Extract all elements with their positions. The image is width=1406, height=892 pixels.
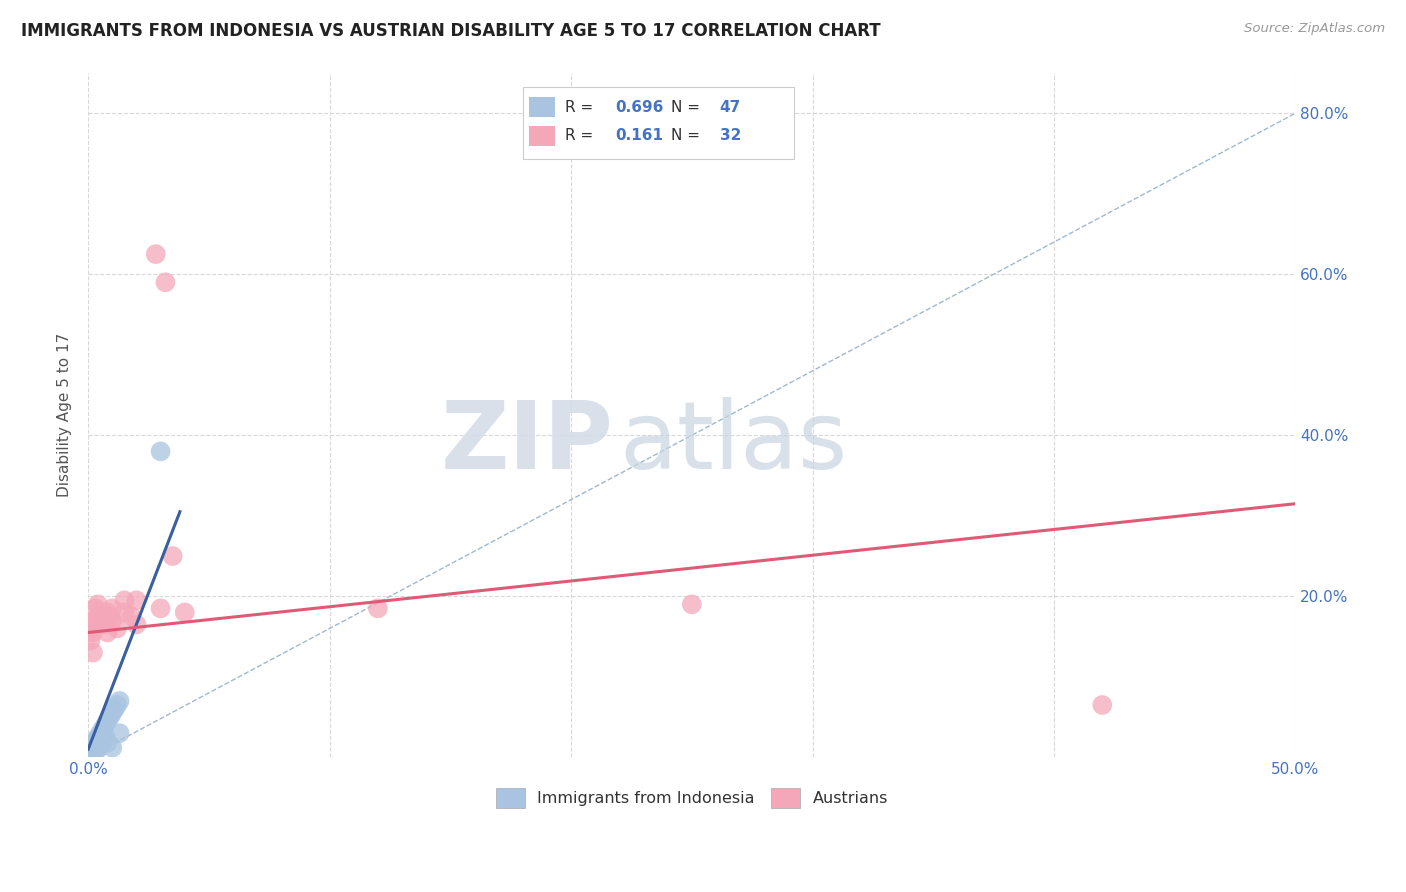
Point (89, 726, 111, 740)
Text: Source: ZipAtlas.com: Source: ZipAtlas.com (1244, 22, 1385, 36)
Point (101, 614, 124, 628)
Text: IMMIGRANTS FROM INDONESIA VS AUSTRIAN DISABILITY AGE 5 TO 17 CORRELATION CHART: IMMIGRANTS FROM INDONESIA VS AUSTRIAN DI… (21, 22, 880, 40)
Bar (529, 97, 555, 118)
Point (79, 622, 101, 636)
Point (84, 736, 107, 750)
Text: N =: N = (671, 128, 706, 144)
Point (98, 609, 121, 624)
Point (82, 646, 104, 660)
Point (84, 744, 107, 758)
Point (89, 617, 111, 632)
Point (84, 614, 107, 628)
Point (79, 747, 101, 762)
Point (121, 609, 143, 624)
Point (89, 738, 111, 752)
Text: R =: R = (565, 100, 598, 115)
Point (79, 747, 101, 761)
Point (91, 722, 114, 736)
Point (681, 598, 703, 612)
Point (105, 622, 128, 636)
Point (91, 730, 114, 744)
Point (367, 601, 389, 615)
Point (108, 726, 131, 740)
Point (108, 694, 131, 708)
Point (89, 734, 111, 748)
FancyBboxPatch shape (523, 87, 794, 159)
Text: 32: 32 (720, 128, 741, 144)
Point (79, 748, 101, 763)
Point (1091, 698, 1114, 712)
Point (84, 617, 107, 632)
Point (79, 747, 101, 762)
Point (104, 702, 127, 716)
Point (112, 593, 135, 607)
Point (82, 738, 104, 752)
Legend: Immigrants from Indonesia, Austrians: Immigrants from Indonesia, Austrians (489, 782, 894, 814)
Point (101, 706, 124, 720)
Point (101, 740, 124, 755)
Text: ZIP: ZIP (440, 397, 613, 489)
Text: 47: 47 (720, 100, 741, 115)
Point (101, 601, 124, 615)
Point (96, 736, 118, 750)
Point (84, 734, 107, 748)
Point (125, 593, 148, 607)
Point (145, 247, 167, 261)
Point (125, 617, 148, 632)
Point (105, 698, 128, 712)
Y-axis label: Disability Age 5 to 17: Disability Age 5 to 17 (58, 333, 72, 497)
Point (91, 609, 114, 624)
Point (87, 609, 110, 624)
Point (80, 746, 103, 760)
Point (96, 606, 118, 620)
Point (162, 549, 184, 563)
Bar (529, 126, 555, 146)
Point (173, 606, 195, 620)
Point (87, 738, 110, 752)
Text: N =: N = (671, 100, 706, 115)
Point (94, 718, 117, 732)
Point (149, 601, 172, 615)
Point (155, 275, 177, 289)
Point (77, 748, 100, 763)
Point (112, 606, 135, 620)
Point (96, 714, 118, 728)
Point (79, 746, 101, 760)
Point (89, 606, 111, 620)
Point (98, 710, 121, 724)
Text: 0.696: 0.696 (616, 100, 664, 115)
Point (87, 742, 110, 756)
Point (79, 747, 101, 761)
Point (82, 747, 104, 762)
Point (77, 747, 100, 762)
Text: R =: R = (565, 128, 598, 144)
Point (84, 601, 107, 615)
Point (96, 625, 118, 640)
Point (79, 749, 101, 764)
Point (79, 748, 101, 763)
Text: 0.161: 0.161 (616, 128, 664, 144)
Point (80, 742, 103, 756)
Point (94, 728, 117, 742)
Point (77, 749, 100, 764)
Point (87, 598, 110, 612)
Point (94, 617, 117, 632)
Point (80, 746, 103, 760)
Point (79, 745, 101, 759)
Point (82, 744, 104, 758)
Point (87, 732, 110, 747)
Point (84, 740, 107, 755)
Point (82, 625, 104, 640)
Point (79, 633, 101, 648)
Point (79, 746, 101, 760)
Point (87, 730, 110, 744)
Point (83, 742, 105, 756)
Point (82, 740, 104, 755)
Point (149, 444, 172, 458)
Text: atlas: atlas (620, 397, 848, 489)
Point (79, 744, 101, 758)
